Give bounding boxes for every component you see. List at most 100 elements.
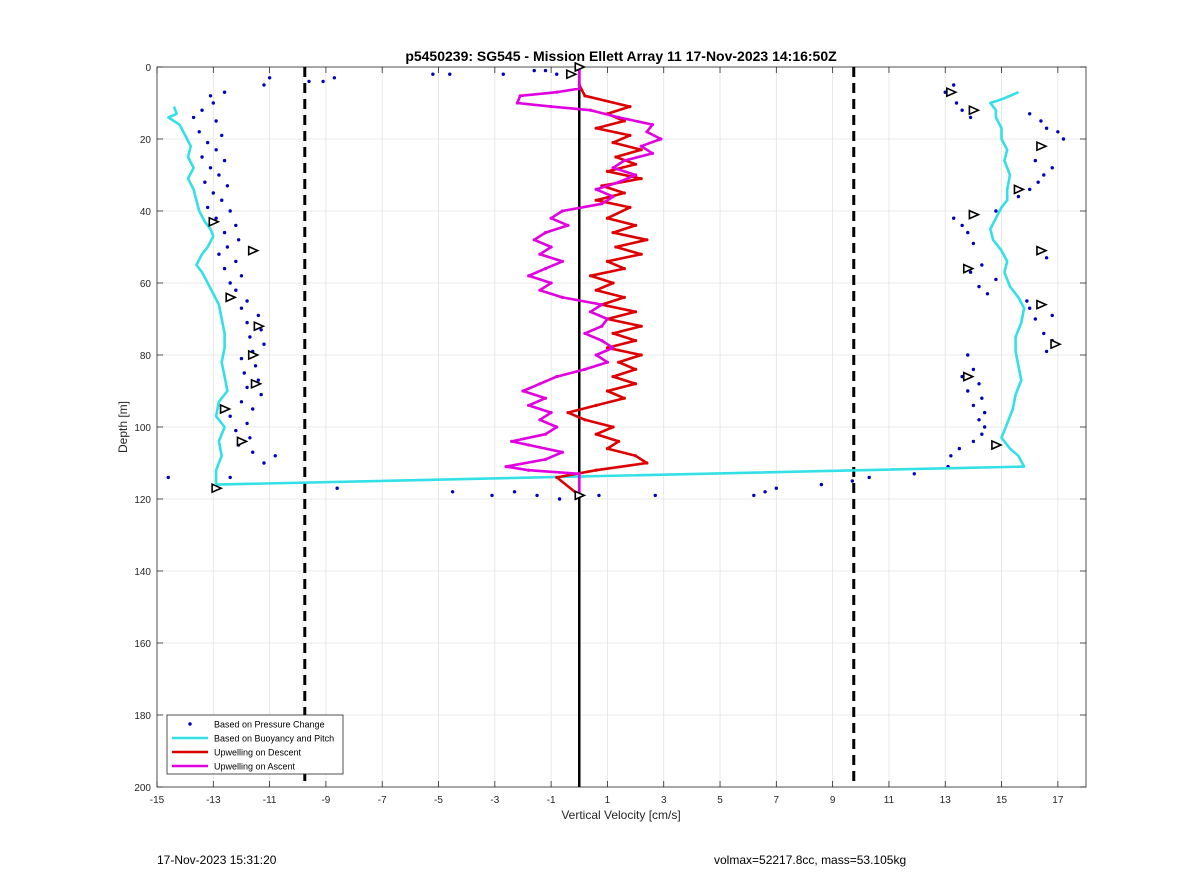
pressure-change-point	[1044, 256, 1049, 260]
upwelling-point	[639, 144, 643, 148]
upwelling-point	[566, 411, 570, 415]
upwelling-point	[617, 180, 621, 184]
x-tick-label: -5	[434, 795, 443, 806]
triangle-marker	[574, 490, 587, 501]
y-tick-labels: 0 20 40 60 80 100 120 140 160 180 200	[134, 63, 151, 794]
upwelling-point	[594, 403, 598, 407]
x-tick-label: -3	[490, 795, 499, 806]
triangle-marker	[1013, 184, 1026, 195]
pressure-change-point	[208, 166, 213, 170]
pressure-change-point	[985, 292, 990, 296]
pressure-change-point	[971, 403, 976, 408]
upwelling-point	[633, 310, 638, 314]
upwelling-point	[605, 259, 610, 263]
pressure-change-point	[971, 241, 976, 246]
pressure-change-point	[532, 68, 536, 73]
upwelling-point	[622, 295, 626, 299]
pressure-change-point	[248, 335, 252, 339]
upwelling-point	[588, 274, 593, 278]
upwelling-point	[527, 403, 531, 407]
triangle-marker	[219, 403, 232, 415]
pressure-change-point	[217, 173, 221, 177]
pressure-change-point	[262, 83, 266, 87]
y-tick-label: 100	[134, 423, 151, 434]
upwelling-point	[555, 375, 559, 379]
legend-label: Based on Buoyancy and Pitch	[214, 734, 334, 744]
upwelling-point	[611, 231, 615, 235]
x-tick-label: 11	[884, 795, 895, 806]
pressure-change-point	[977, 284, 981, 289]
markers-layer	[208, 61, 1062, 501]
pressure-change-point	[245, 421, 249, 426]
upwelling-point	[639, 353, 643, 357]
pressure-change-point	[954, 101, 959, 105]
upwelling-point	[605, 317, 610, 321]
legend-label: Upwelling on Ascent	[214, 762, 296, 772]
pressure-change-point	[220, 133, 224, 138]
upwelling-point	[560, 209, 564, 213]
upwelling-point	[617, 439, 621, 443]
upwelling-point	[633, 382, 638, 386]
series-buoyancy-pitch-line	[216, 91, 1026, 486]
upwelling-point	[594, 187, 598, 191]
pressure-change-point	[951, 83, 956, 87]
pressure-change-point	[774, 486, 779, 490]
pressure-change-point	[214, 216, 218, 220]
upwelling-point	[605, 216, 610, 220]
triangle-marker	[250, 378, 263, 390]
pressure-change-point	[960, 223, 964, 228]
pressure-change-point	[228, 209, 232, 213]
pressure-change-point	[242, 371, 246, 375]
legend-label: Upwelling on Descent	[214, 748, 302, 758]
upwelling-point	[560, 259, 564, 263]
y-tick-label: 140	[134, 567, 151, 578]
y-tick-label: 0	[145, 63, 151, 74]
pressure-change-point	[1016, 194, 1021, 199]
upwelling-point	[628, 105, 632, 109]
triangle-marker	[962, 263, 975, 274]
pressure-change-point	[256, 313, 261, 318]
y-tick-label: 20	[140, 135, 152, 146]
pressure-change-point	[966, 230, 970, 235]
legend-swatch-dot	[188, 722, 192, 726]
pressure-change-point	[957, 446, 962, 451]
pressure-change-point	[1050, 313, 1054, 318]
pressure-change-point	[1036, 180, 1040, 184]
upwelling-point	[504, 465, 508, 469]
pressure-change-point	[211, 101, 216, 105]
upwelling-point	[560, 295, 564, 299]
x-axis-label: Vertical Velocity [cm/s]	[561, 808, 680, 822]
y-tick-label: 60	[140, 279, 152, 290]
pressure-change-point	[971, 439, 976, 444]
x-tick-label: -9	[321, 795, 330, 806]
triangle-marker	[946, 86, 958, 98]
upwelling-point	[583, 331, 587, 335]
upwelling-point	[645, 238, 649, 242]
upwelling-point	[566, 223, 570, 227]
upwelling-point	[588, 108, 593, 112]
pressure-change-point	[867, 475, 871, 480]
pressure-change-point	[335, 486, 339, 490]
pressure-change-point	[259, 392, 263, 397]
pressure-change-point	[1056, 130, 1060, 134]
upwelling-point	[650, 151, 655, 155]
pressure-change-point	[450, 490, 455, 494]
pressure-change-point	[234, 428, 238, 433]
upwelling-point	[594, 468, 598, 472]
y-tick-label: 80	[140, 351, 152, 362]
upwelling-point	[605, 169, 610, 173]
legend: Based on Pressure Change Based on Buoyanc…	[166, 714, 344, 775]
triangle-marker	[236, 436, 249, 447]
triangle-marker	[211, 482, 224, 494]
pressure-change-point	[1027, 112, 1032, 116]
pressure-change-point	[448, 72, 452, 76]
upwelling-point	[633, 367, 638, 371]
pressure-change-point	[262, 461, 266, 465]
pressure-change-point	[222, 158, 227, 163]
x-tick-label: -11	[263, 795, 277, 806]
series-buoyancy-pitch-line	[167, 106, 229, 485]
pressure-change-point	[1044, 126, 1049, 130]
pressure-change-point	[994, 209, 998, 213]
upwelling-point	[549, 411, 553, 415]
pressure-change-point	[971, 367, 976, 372]
